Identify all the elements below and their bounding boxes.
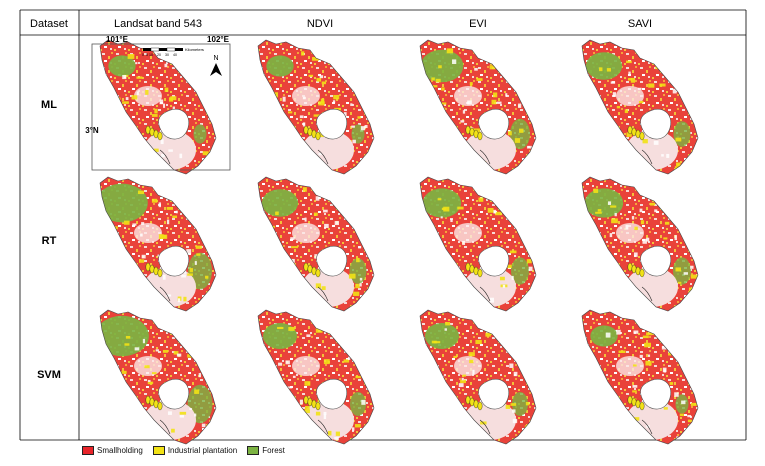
column-header-savi: SAVI — [628, 18, 652, 30]
map-ml-0 — [99, 39, 217, 175]
scale-tick: 20 — [157, 53, 161, 57]
legend-label-forest: Forest — [262, 445, 285, 455]
legend-item-smallholding: Smallholding — [82, 445, 143, 455]
row-header-ml: ML — [41, 99, 57, 111]
column-header-evi: EVI — [469, 18, 487, 30]
map-ml-3 — [581, 39, 699, 175]
scale-tick: 30 — [165, 53, 169, 57]
map-rt-2 — [419, 176, 537, 312]
map-ml-1 — [257, 39, 375, 175]
legend-item-forest: Forest — [247, 445, 285, 455]
legend-label-smallholding: Smallholding — [97, 445, 143, 455]
legend-swatch-smallholding — [82, 445, 94, 455]
scale-bar: Kilometers 0 5 10 20 30 40 — [142, 47, 204, 57]
row-header-rt: RT — [42, 235, 57, 247]
scale-tick: 40 — [173, 53, 177, 57]
map-rt-3 — [581, 176, 699, 312]
north-arrow-icon: N — [210, 55, 222, 76]
column-header-ndvi: NDVI — [307, 18, 333, 30]
scale-tick: 5 — [146, 53, 148, 57]
map-svm-0 — [99, 309, 217, 445]
scale-unit-label: Kilometers — [185, 47, 204, 52]
legend: Smallholding Industrial plantation Fores… — [82, 443, 295, 457]
north-label: N — [213, 55, 218, 62]
corner-header: Dataset — [30, 18, 68, 30]
longitude-label-left: 101°E — [106, 35, 129, 44]
legend-label-industrial-plantation: Industrial plantation — [167, 445, 238, 455]
map-grid — [99, 39, 699, 445]
map-ml-2 — [419, 39, 537, 175]
legend-swatch-industrial-plantation — [152, 445, 165, 455]
scale-tick: 0 — [142, 53, 144, 57]
latitude-label: 3°N — [85, 126, 99, 135]
row-header-svm: SVM — [37, 369, 61, 381]
scale-tick: 10 — [149, 53, 153, 57]
map-svm-2 — [419, 309, 537, 445]
map-svm-3 — [581, 309, 699, 445]
legend-item-industrial-plantation: Industrial plantation — [152, 445, 238, 455]
map-svm-1 — [257, 309, 375, 445]
inset-frame: 101°E 102°E 3°N Kilometers 0 5 10 20 30 … — [85, 35, 231, 171]
map-rt-1 — [257, 176, 375, 312]
longitude-label-right: 102°E — [207, 35, 230, 44]
map-rt-0 — [99, 176, 217, 312]
column-header-band543: Landsat band 543 — [114, 18, 202, 30]
legend-swatch-forest — [247, 445, 260, 455]
table-grid — [19, 9, 747, 441]
